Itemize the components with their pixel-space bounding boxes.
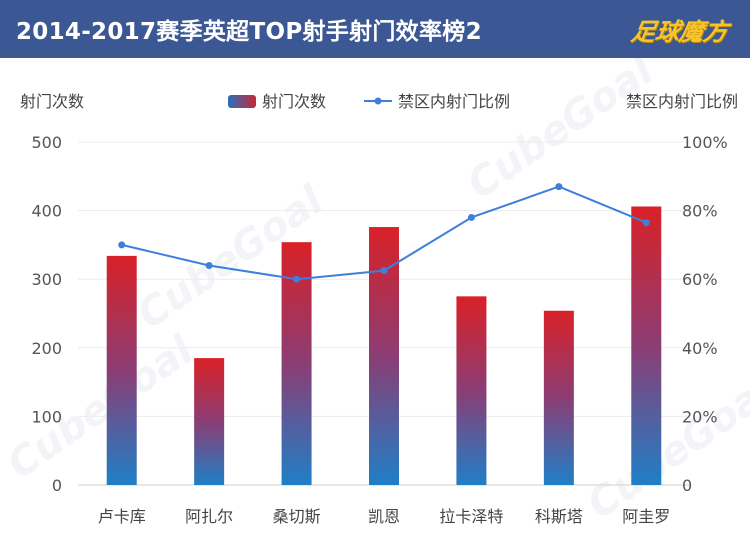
- legend-label-line: 禁区内射门比例: [398, 92, 510, 111]
- brand-logo: 足球魔方: [629, 18, 731, 46]
- bar: [194, 358, 225, 485]
- left-tick-label: 0: [52, 476, 62, 495]
- right-axis-title: 禁区内射门比例: [626, 92, 738, 111]
- category-label: 凯恩: [368, 507, 400, 526]
- legend-swatch-marker: [374, 97, 382, 105]
- category-label: 阿圭罗: [622, 507, 670, 526]
- legend: 射门次数 禁区内射门比例: [228, 92, 510, 111]
- left-tick-label: 400: [31, 202, 62, 221]
- category-label: 科斯塔: [535, 507, 583, 526]
- line-point: [293, 275, 301, 283]
- bar-series: [106, 206, 662, 485]
- right-tick-label: 20%: [682, 407, 718, 426]
- line-point: [118, 241, 126, 249]
- legend-label-bar: 射门次数: [262, 92, 326, 111]
- chart-canvas: CubeGoal CubeGoal CubeGoal CubeGoal 射门次数…: [0, 58, 750, 529]
- left-tick-label: 200: [31, 339, 62, 358]
- line-point: [555, 183, 563, 191]
- left-axis-ticks: 0 100 200 300 400 500: [31, 133, 62, 495]
- left-tick-label: 100: [31, 407, 62, 426]
- left-tick-label: 500: [31, 133, 62, 152]
- watermark: CubeGoal: [0, 327, 203, 489]
- bar: [106, 255, 137, 485]
- category-label: 阿扎尔: [185, 507, 233, 526]
- category-label: 桑切斯: [273, 507, 321, 526]
- bar: [456, 296, 487, 485]
- line-point: [467, 213, 475, 221]
- category-labels: 卢卡库 阿扎尔 桑切斯 凯恩 拉卡泽特 科斯塔 阿圭罗: [98, 507, 671, 526]
- line-point: [642, 219, 650, 227]
- chart-title: 2014-2017赛季英超TOP射手射门效率榜2: [16, 19, 482, 45]
- left-tick-label: 300: [31, 270, 62, 289]
- header-bar: 2014-2017赛季英超TOP射手射门效率榜2 足球魔方: [0, 0, 750, 58]
- right-tick-label: 60%: [682, 270, 718, 289]
- right-tick-label: 40%: [682, 339, 718, 358]
- bar: [543, 310, 574, 485]
- legend-swatch-bar: [228, 95, 256, 108]
- line-point: [380, 267, 388, 275]
- left-axis-title: 射门次数: [20, 92, 84, 111]
- right-axis-ticks: 0 20% 40% 60% 80% 100%: [682, 133, 728, 495]
- category-label: 卢卡库: [98, 507, 146, 526]
- line-point: [205, 261, 213, 269]
- right-tick-label: 0: [682, 476, 692, 495]
- category-label: 拉卡泽特: [439, 507, 503, 526]
- right-tick-label: 80%: [682, 202, 718, 221]
- watermark: CubeGoal: [579, 367, 750, 529]
- line-series: [118, 183, 650, 283]
- bar: [369, 227, 399, 485]
- bar: [631, 206, 662, 485]
- right-tick-label: 100%: [682, 133, 728, 152]
